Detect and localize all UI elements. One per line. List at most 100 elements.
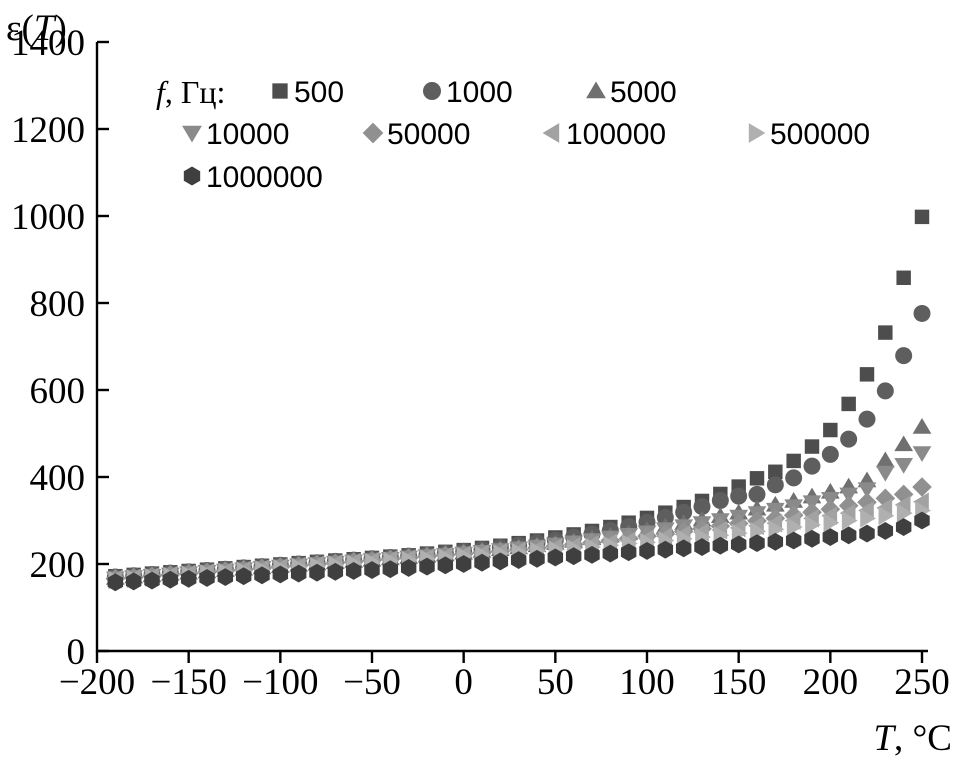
legend-marker <box>183 166 201 186</box>
y-axis-ticks: 0 200 400 600 800 1000 1200 1400 <box>11 23 109 673</box>
data-point <box>803 457 821 475</box>
legend-marker <box>362 122 384 144</box>
data-point <box>894 435 914 452</box>
series-1000000 <box>107 511 930 592</box>
data-point <box>877 522 894 540</box>
data-point <box>272 565 289 584</box>
data-point <box>382 560 399 579</box>
legend-marker <box>542 123 560 143</box>
data-point <box>254 566 270 585</box>
data-point <box>199 568 215 587</box>
data-point <box>857 482 877 499</box>
data-point <box>125 572 142 591</box>
data-point <box>711 491 729 509</box>
data-point <box>895 347 913 365</box>
legend-item: 1000000 <box>183 161 323 194</box>
data-point <box>712 536 729 555</box>
data-point <box>749 534 765 553</box>
data-point <box>786 453 801 469</box>
data-point <box>841 396 856 412</box>
data-point <box>840 430 858 448</box>
legend-item: 500000 <box>748 118 870 151</box>
legend-label: 500000 <box>770 118 870 151</box>
data-point <box>144 571 160 590</box>
legend-label: 1000 <box>446 76 513 109</box>
legend-item: 500 <box>272 76 344 109</box>
data-points <box>105 209 932 592</box>
data-point <box>821 445 839 463</box>
data-point <box>657 540 674 559</box>
x-tick-label: 50 <box>537 662 574 703</box>
data-point <box>547 548 564 567</box>
legend-marker <box>748 123 766 143</box>
data-point <box>400 558 417 577</box>
data-point <box>841 511 858 530</box>
y-tick-label: 1200 <box>11 110 85 151</box>
data-point <box>913 304 931 322</box>
data-point <box>785 469 803 487</box>
data-point <box>859 367 875 382</box>
data-point <box>786 517 803 537</box>
x-tick-label: −100 <box>242 662 318 703</box>
y-tick-label: 800 <box>30 284 86 325</box>
legend-item: 50000 <box>362 118 470 151</box>
data-point <box>768 464 783 480</box>
legend-item: 10000 <box>182 118 289 151</box>
data-point <box>217 568 234 586</box>
data-point <box>437 556 454 575</box>
data-point <box>859 524 875 543</box>
legend-marker <box>182 125 202 143</box>
data-point <box>565 547 582 566</box>
data-point <box>639 542 655 560</box>
data-point <box>914 209 930 225</box>
data-point <box>823 422 838 438</box>
data-point <box>162 570 179 589</box>
x-axis-title: T, °C <box>873 718 952 759</box>
data-point <box>804 439 820 454</box>
data-point <box>510 551 527 570</box>
data-point <box>805 515 821 535</box>
legend-marker <box>272 83 288 99</box>
y-tick-label: 1000 <box>11 197 85 238</box>
data-point <box>675 539 692 558</box>
data-point <box>180 569 197 588</box>
data-point <box>345 562 362 580</box>
y-axis-title: ε(T) <box>6 8 67 49</box>
legend-marker <box>423 82 441 100</box>
data-point <box>455 555 472 573</box>
data-point <box>309 563 325 582</box>
data-point <box>896 270 911 285</box>
data-point <box>912 477 932 497</box>
data-point <box>912 418 932 434</box>
data-point <box>749 471 765 486</box>
data-point <box>107 573 124 592</box>
legend-label: 5000 <box>610 76 677 109</box>
data-point <box>748 485 766 503</box>
data-point <box>840 526 857 545</box>
data-point <box>529 549 545 568</box>
legend-marker <box>586 81 606 99</box>
y-tick-label: 600 <box>30 371 86 412</box>
x-tick-label: 0 <box>454 662 473 703</box>
data-point <box>823 513 840 533</box>
data-point <box>364 561 380 580</box>
data-point <box>895 518 912 536</box>
x-tick-label: 100 <box>619 662 675 703</box>
data-point <box>875 451 895 468</box>
data-point <box>804 529 820 548</box>
data-point <box>858 410 876 428</box>
x-tick-label: −50 <box>343 662 401 703</box>
data-point <box>878 506 895 526</box>
legend-title: f, Гц: <box>156 74 225 110</box>
legend-label: 100000 <box>566 118 666 151</box>
legend-label: 50000 <box>387 118 470 151</box>
data-point <box>894 458 914 474</box>
y-tick-label: 200 <box>30 545 86 586</box>
legend-label: 1000000 <box>206 161 323 194</box>
x-tick-label: 200 <box>803 662 859 703</box>
data-point <box>474 553 490 572</box>
data-point <box>675 503 693 521</box>
data-point <box>878 325 893 340</box>
data-point <box>730 487 748 505</box>
